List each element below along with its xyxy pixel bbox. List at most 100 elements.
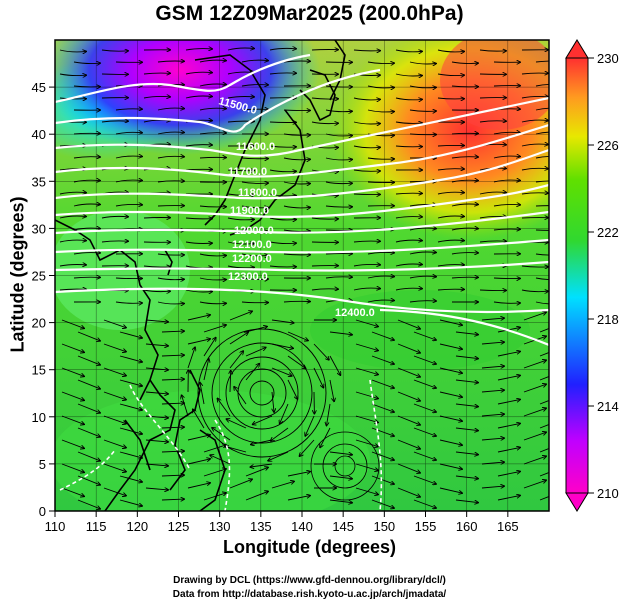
- wind-arrow: [227, 218, 254, 220]
- wind-arrow: [451, 204, 478, 206]
- wind-arrow: [479, 121, 506, 122]
- wind-arrow: [493, 132, 520, 134]
- wind-arrow: [455, 355, 478, 359]
- contour-label: 12000.0: [234, 225, 274, 237]
- wind-arrow: [200, 383, 205, 405]
- wind-arrow: [437, 74, 464, 76]
- wind-arrow: [367, 62, 394, 64]
- wind-arrow: [210, 455, 231, 465]
- wind-arrow: [119, 379, 142, 386]
- wind-arrow: [497, 472, 520, 477]
- wind-arrow: [523, 312, 546, 321]
- wind-arrow: [269, 266, 296, 267]
- y-tick-label: 20: [32, 316, 46, 331]
- wind-arrow: [523, 456, 546, 465]
- contour-label: 11700.0: [228, 166, 267, 178]
- wind-arrow: [115, 278, 142, 279]
- wind-arrow: [497, 400, 520, 405]
- colorbar-top-arrow: [565, 39, 589, 59]
- colorbar-tick-label: 210: [597, 486, 619, 501]
- y-tick-label: 0: [39, 504, 46, 519]
- wind-arrow: [523, 360, 546, 369]
- wind-arrow: [145, 392, 168, 394]
- wind-arrow: [521, 120, 548, 122]
- wind-arrow: [413, 451, 436, 460]
- wind-arrow: [272, 391, 274, 412]
- colorbar-tick-label: 226: [597, 138, 619, 153]
- wind-arrow: [395, 122, 422, 123]
- wind-arrow: [329, 499, 352, 503]
- wind-arrow: [101, 121, 128, 122]
- wind-arrow: [157, 156, 184, 158]
- wind-arrow: [353, 50, 380, 51]
- wind-arrow: [157, 61, 184, 62]
- wind-arrow: [269, 146, 296, 147]
- contour-label: 11900.0: [230, 205, 269, 217]
- chart-title: GSM 12Z09Mar2025 (200.0hPa): [155, 2, 464, 25]
- wind-arrow: [493, 204, 520, 206]
- wind-arrow: [397, 463, 420, 473]
- wind-arrow: [539, 495, 549, 501]
- wind-arrow: [241, 302, 268, 303]
- wind-arrow: [103, 391, 126, 400]
- wind-arrow: [371, 379, 394, 388]
- wind-arrow: [437, 98, 464, 99]
- contour-label: 12400.0: [335, 307, 375, 319]
- wind-arrow: [455, 451, 478, 455]
- wind-arrow: [409, 252, 436, 254]
- vortex-streamline: [334, 455, 356, 477]
- wind-arrow: [59, 50, 86, 52]
- wind-arrow: [481, 438, 504, 440]
- wind-arrow: [397, 439, 420, 449]
- wind-arrow: [271, 481, 294, 489]
- contour-label: 11800.0: [238, 187, 277, 199]
- wind-arrow: [355, 343, 378, 351]
- wind-arrow: [367, 182, 394, 183]
- wind-arrow: [271, 427, 289, 441]
- wind-arrow: [157, 108, 184, 110]
- wind-arrow: [437, 145, 464, 146]
- wind-arrow: [455, 379, 478, 383]
- wind-arrow: [251, 439, 273, 445]
- wind-arrow: [439, 463, 462, 469]
- wind-arrow: [329, 331, 352, 335]
- wind-arrow: [199, 254, 226, 256]
- wind-arrow: [145, 488, 168, 490]
- wind-arrow: [371, 475, 394, 484]
- wind-arrow: [353, 194, 380, 195]
- vortex-streamline: [211, 342, 313, 444]
- wind-arrow: [523, 408, 546, 417]
- wind-arrow: [59, 240, 86, 242]
- wind-arrow: [280, 403, 289, 424]
- wind-arrow: [413, 499, 436, 508]
- wind-arrow: [161, 355, 184, 356]
- wind-arrow: [241, 109, 268, 110]
- wind-arrow: [161, 379, 184, 380]
- wind-arrow: [523, 480, 546, 489]
- wind-arrow: [101, 241, 128, 242]
- wind-arrow: [311, 289, 338, 290]
- wind-arrow: [413, 379, 436, 388]
- wind-arrow: [409, 110, 436, 111]
- wind-arrow: [521, 266, 548, 267]
- wind-arrow: [439, 367, 462, 373]
- wind-arrow: [227, 266, 254, 268]
- wind-arrow: [521, 144, 548, 146]
- wind-arrow: [397, 319, 420, 329]
- wind-arrow: [539, 471, 549, 477]
- wind-arrow: [185, 242, 212, 244]
- wind-arrow: [103, 487, 126, 496]
- wind-arrow: [329, 451, 352, 455]
- wind-arrow: [59, 264, 86, 266]
- wind-arrow: [283, 110, 310, 111]
- wind-arrow: [185, 290, 212, 292]
- wind-arrow: [119, 475, 142, 482]
- wind-arrow: [451, 86, 478, 87]
- wind-arrow: [481, 414, 504, 416]
- wind-arrow: [413, 355, 436, 364]
- wind-arrow: [521, 193, 548, 194]
- wind-arrow: [353, 170, 380, 171]
- wind-arrow: [395, 217, 422, 218]
- vortex-streamline: [225, 356, 299, 430]
- wind-arrow: [497, 424, 520, 429]
